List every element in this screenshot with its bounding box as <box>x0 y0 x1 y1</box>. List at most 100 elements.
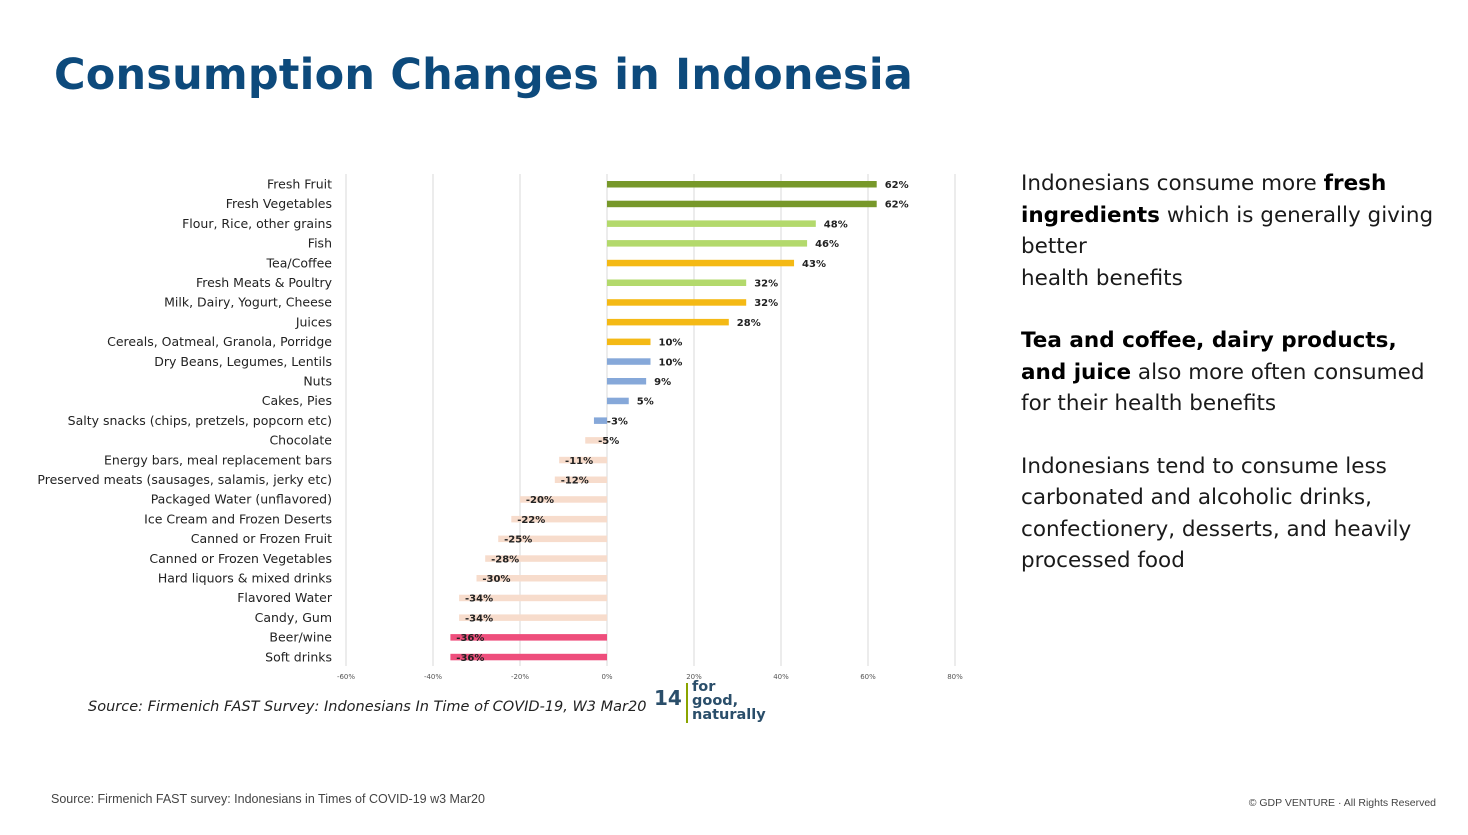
value-label: -20% <box>526 495 554 506</box>
category-label: Canned or Frozen Fruit <box>191 531 332 546</box>
value-label: 62% <box>885 200 909 211</box>
bar <box>485 555 607 562</box>
x-tick-label: 60% <box>860 673 876 681</box>
commentary-fresh-pre: Indonesians consume more <box>1021 171 1324 196</box>
value-label: 48% <box>824 219 848 230</box>
commentary-fresh-post: which is generally giving better <box>1021 202 1434 260</box>
value-label: -34% <box>465 594 493 605</box>
category-label: Dry Beans, Legumes, Lentils <box>154 354 332 369</box>
value-label: -36% <box>456 653 484 664</box>
bar <box>450 634 607 641</box>
category-label: Flour, Rice, other grains <box>182 216 332 231</box>
bar <box>607 318 729 326</box>
footer-source: Source: Firmenich FAST survey: Indonesia… <box>51 792 485 806</box>
for-good-naturally-logo: for good, naturally <box>692 679 782 723</box>
category-label: Preserved meats (sausages, salamis, jerk… <box>37 472 332 487</box>
value-label: -28% <box>491 554 519 565</box>
value-label: 32% <box>754 279 778 290</box>
category-label: Flavored Water <box>237 590 333 605</box>
category-label: Juices <box>295 314 332 329</box>
x-tick-label: -60% <box>337 673 355 681</box>
bar <box>607 181 877 188</box>
value-label: 32% <box>754 298 778 309</box>
commentary-panel: Indonesians consume more fresh ingredien… <box>1021 168 1441 608</box>
category-label: Salty snacks (chips, pretzels, popcorn e… <box>68 413 332 428</box>
commentary-fresh-line2: health benefits <box>1021 265 1183 291</box>
bar <box>607 259 795 267</box>
bar <box>607 200 877 208</box>
value-label: 10% <box>659 357 683 368</box>
x-tick-label: 40% <box>773 673 789 681</box>
chart-source-caption: Source: Firmenich FAST Survey: Indonesia… <box>88 699 647 715</box>
bar <box>607 338 651 346</box>
category-label: Energy bars, meal replacement bars <box>104 452 332 467</box>
value-label: -25% <box>504 535 532 546</box>
bar <box>559 456 607 464</box>
bar <box>607 378 647 385</box>
bar <box>585 437 607 444</box>
x-tick-label: -20% <box>511 673 529 681</box>
bar <box>459 614 607 621</box>
category-label: Candy, Gum <box>255 610 332 625</box>
value-label: 28% <box>737 318 761 329</box>
footer-copyright: © GDP VENTURE · All Rights Reserved <box>1248 797 1436 809</box>
category-label: Hard liquors & mixed drinks <box>158 571 332 586</box>
bar <box>607 240 808 247</box>
category-label: Nuts <box>303 374 332 389</box>
commentary-fresh: Indonesians consume more fresh ingredien… <box>1021 168 1441 294</box>
value-label: 43% <box>802 259 826 270</box>
bar <box>607 299 747 306</box>
bar <box>476 575 607 582</box>
x-tick-label: 20% <box>686 673 702 681</box>
commentary-less: Indonesians tend to consume less carbona… <box>1021 453 1412 574</box>
category-label: Fresh Vegetables <box>226 196 332 211</box>
commentary-beverages-post: also more often consumed for their healt… <box>1021 359 1425 417</box>
value-label: -34% <box>465 613 493 624</box>
category-label: Fish <box>308 236 332 251</box>
bar <box>498 535 607 543</box>
value-label: 62% <box>885 180 909 191</box>
bar <box>607 397 629 405</box>
value-label: -5% <box>598 436 619 447</box>
category-label: Fresh Meats & Poultry <box>196 275 333 290</box>
category-label: Tea/Coffee <box>266 255 333 270</box>
x-tick-label: 0% <box>601 673 612 681</box>
slide-title: Consumption Changes in Indonesia <box>54 50 914 100</box>
bar <box>593 417 607 424</box>
category-label: Beer/wine <box>269 630 332 645</box>
category-label: Cereals, Oatmeal, Granola, Porridge <box>107 334 332 349</box>
value-label: -30% <box>482 574 510 585</box>
value-label: -36% <box>456 633 484 644</box>
bar <box>511 515 607 523</box>
value-label: 5% <box>637 397 654 408</box>
bar <box>554 476 607 483</box>
category-label: Fresh Fruit <box>267 177 332 192</box>
category-label: Packaged Water (unflavored) <box>151 492 332 507</box>
category-label: Canned or Frozen Vegetables <box>149 551 332 566</box>
value-label: 9% <box>654 377 671 388</box>
page-number: 14 <box>654 686 682 710</box>
logo-divider <box>686 683 688 723</box>
logo-line-1: for <box>692 679 716 695</box>
bar <box>520 496 607 503</box>
bar <box>607 279 747 286</box>
category-label: Soft drinks <box>265 649 332 664</box>
category-label: Milk, Dairy, Yogurt, Cheese <box>164 295 332 310</box>
bar <box>607 220 816 227</box>
consumption-bar-chart: -60% -40% -20% 0% 20% 40% 60% 80% Fresh Fruit 62%… <box>37 174 963 681</box>
value-label: 46% <box>815 239 839 250</box>
category-label: Ice Cream and Frozen Deserts <box>144 511 332 526</box>
category-label: Chocolate <box>269 433 332 448</box>
x-tick-label: 80% <box>947 673 963 681</box>
value-label: -22% <box>517 515 545 526</box>
logo-line-3: naturally <box>692 707 766 723</box>
bar <box>607 358 651 365</box>
value-label: 10% <box>659 338 683 349</box>
value-label: -12% <box>561 476 589 487</box>
x-tick-label: -40% <box>424 673 442 681</box>
value-label: -11% <box>565 456 593 467</box>
bar <box>459 594 607 602</box>
commentary-fresh-bold: fresh ingredients <box>1021 171 1387 228</box>
category-label: Cakes, Pies <box>262 393 332 408</box>
value-label: -3% <box>607 416 628 427</box>
